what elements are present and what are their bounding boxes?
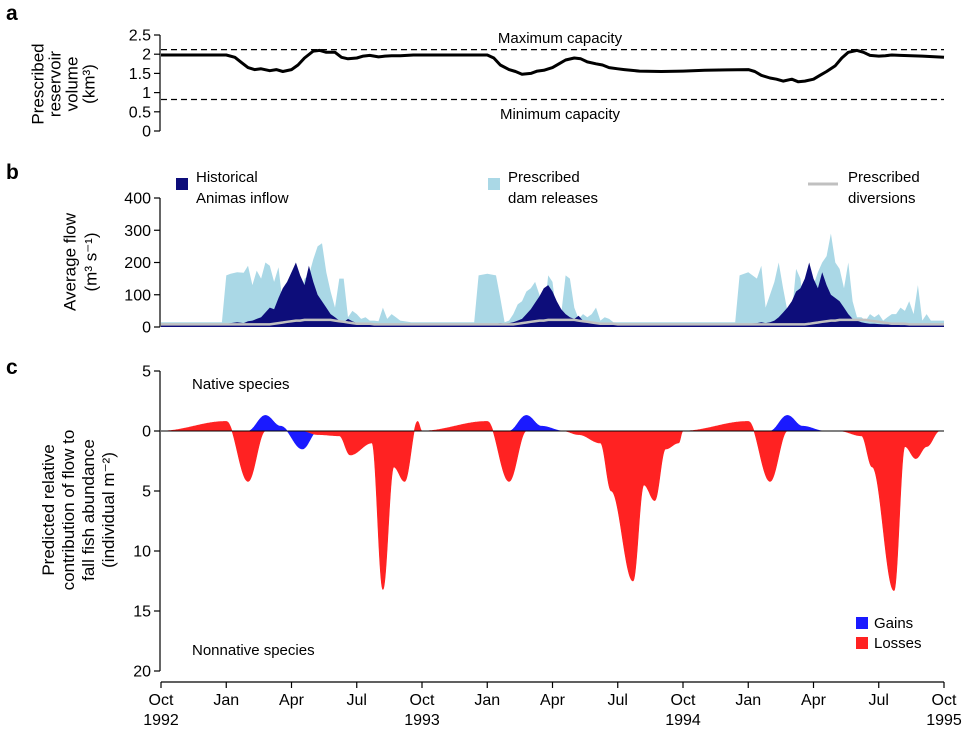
max-capacity-label: Maximum capacity <box>498 30 623 47</box>
panel-a-y-axis-tick-label: 2.5 <box>129 28 151 45</box>
panel-c-y-axis-tick-label: 20 <box>133 664 151 681</box>
panel-b-letter: b <box>6 161 19 184</box>
legend-inflow-label: Animas inflow <box>196 190 289 207</box>
x-year-label: 1995 <box>926 712 962 729</box>
panel-a-y-axis-tick-label: 1.5 <box>129 66 151 83</box>
panel-a-y-title-line: reservoir <box>46 51 65 117</box>
legend-releases-swatch <box>488 178 500 190</box>
x-tick-label: Jan <box>735 692 761 709</box>
panel-a-y-axis: 2.5 2 1.5 1 0.5 0 <box>129 28 161 141</box>
panel-b: b Average flow (m³ s⁻¹) 400 300 200 100 0 Pre… <box>6 161 944 337</box>
x-tick-label: Apr <box>279 692 305 709</box>
legend-losses-label: Losses <box>874 635 922 652</box>
x-tick-label: Apr <box>540 692 566 709</box>
panel-c-y-title-line: contribution of flow to <box>59 430 78 591</box>
panel-b-y-axis-title: Average flow (m³ s⁻¹) <box>61 212 101 311</box>
x-tick-label: Apr <box>801 692 827 709</box>
panel-c-y-axis-tick-label: 5 <box>142 484 151 501</box>
panel-c-legend: Gains Losses <box>856 615 922 652</box>
native-species-label: Native species <box>192 376 290 393</box>
reservoir-volume-line <box>161 48 945 84</box>
inflow-area <box>161 262 944 327</box>
x-tick-label: Oct <box>149 692 174 709</box>
panel-c-letter: c <box>6 356 18 379</box>
panel-a-y-title-line: (km³) <box>80 64 99 104</box>
x-year-label: 1992 <box>143 712 179 729</box>
panel-a-y-title: Prescribedreservoirvolume(km³) <box>29 43 99 124</box>
panel-b-y-axis-tick-label: 200 <box>124 255 151 272</box>
legend-gains-label: Gains <box>874 615 913 632</box>
panel-c-plot-area <box>161 415 944 591</box>
panel-b-y-axis: 400 300 200 100 0 <box>124 191 161 337</box>
panel-c-y-axis: 5 0 5 10 15 20 <box>133 364 161 681</box>
x-tick-label: Jan <box>474 692 500 709</box>
diversions-line <box>161 318 944 326</box>
releases-area <box>161 233 944 327</box>
panel-c-y-axis-tick-label: 0 <box>142 424 151 441</box>
x-tick-label: Oct <box>932 692 957 709</box>
legend-inflow-swatch <box>176 178 188 190</box>
legend-releases-label: dam releases <box>508 190 598 207</box>
x-tick-label: Oct <box>671 692 696 709</box>
panel-c-y-axis-title: Predicted relativecontribution of flow t… <box>39 430 118 591</box>
panel-a-y-axis-tick-label: 1 <box>142 85 151 102</box>
x-year-label: 1994 <box>665 712 701 729</box>
panel-a-y-axis-tick-label: 0.5 <box>129 104 151 121</box>
panel-a-y-axis-tick-label: 2 <box>142 47 151 64</box>
panel-a-letter: a <box>6 2 18 25</box>
legend-gains-swatch <box>856 617 868 629</box>
x-year-label: 1993 <box>404 712 440 729</box>
panel-a-plot-area <box>161 48 945 101</box>
panel-a-y-title-line: Prescribed <box>29 43 48 124</box>
panel-c-y-axis-tick-label: 5 <box>142 364 151 381</box>
panel-b-y-axis-tick-label: 300 <box>124 223 151 240</box>
x-tick-label: Jul <box>608 692 628 709</box>
panel-b-y-title: Average flow (m³ s⁻¹) <box>61 212 101 311</box>
panel-b-y-axis-tick-label: 100 <box>124 287 151 304</box>
legend-releases-label: Prescribed <box>508 169 580 186</box>
panel-a-y-axis-tick-label: 0 <box>142 124 151 141</box>
legend-diversions-label: Prescribed <box>848 169 920 186</box>
panel-c-y-axis-tick-label: 15 <box>133 604 151 621</box>
losses-area <box>161 421 944 591</box>
panel-b-y-axis-tick-label: 0 <box>142 320 151 337</box>
panel-a: a Prescribedreservoirvolume(km³) 2.5 2 1.5… <box>6 2 945 141</box>
panel-c: c Predicted relativecontribution of flow… <box>6 356 944 681</box>
panel-c-y-title-line: Predicted relative <box>39 444 58 575</box>
panel-c-y-axis-tick-label: 10 <box>133 544 151 561</box>
x-tick-label: Oct <box>410 692 435 709</box>
panel-b-y-title-line: (m³ s⁻¹) <box>82 232 101 291</box>
panel-c-y-title: Predicted relativecontribution of flow t… <box>39 430 118 591</box>
x-tick-label: Jul <box>869 692 889 709</box>
legend-losses-swatch <box>856 637 868 649</box>
panel-c-y-title-line: fall fish abundance <box>79 439 98 581</box>
legend-diversions-label: diversions <box>848 190 916 207</box>
panel-b-y-title-line: Average flow <box>61 212 80 311</box>
gains-area <box>161 415 944 450</box>
shared-x-axis: Oct Jan Apr Jul Oct Jan Apr Jul Oct Jan Apr Jul Oct 1… <box>143 681 962 729</box>
panel-a-y-title-line: volume <box>63 57 82 112</box>
panel-b-y-axis-tick-label: 400 <box>124 191 151 208</box>
min-capacity-label: Minimum capacity <box>500 106 621 123</box>
panel-b-legend: Prescribed dam releases Historical Animas i… <box>176 169 920 207</box>
panel-c-y-title-line: (individual m⁻²) <box>99 452 118 568</box>
x-tick-label: Jan <box>213 692 239 709</box>
x-tick-label: Jul <box>347 692 367 709</box>
panel-b-plot-area <box>161 233 944 327</box>
nonnative-species-label: Nonnative species <box>192 642 315 659</box>
panel-a-y-axis-title: Prescribedreservoirvolume(km³) <box>29 43 99 124</box>
legend-inflow-label: Historical <box>196 169 258 186</box>
